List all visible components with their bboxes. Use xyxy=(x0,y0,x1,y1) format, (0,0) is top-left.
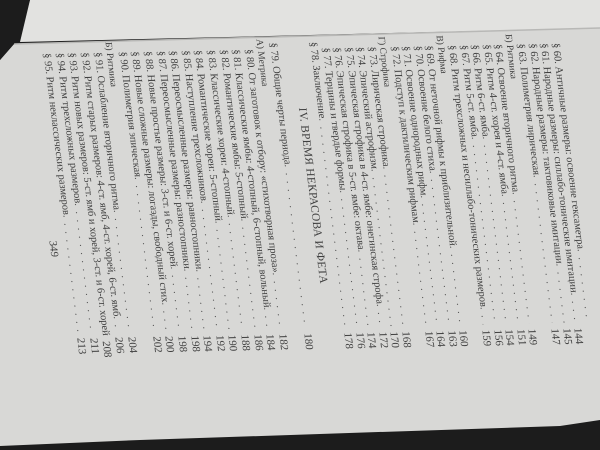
entry-page-number: 198 xyxy=(175,335,190,353)
entry-page-number: 178 xyxy=(341,332,356,349)
entry-page-number: 186 xyxy=(250,334,265,351)
dark-corner xyxy=(0,0,30,60)
entry-page-number: 192 xyxy=(213,334,228,352)
page-number: 349 xyxy=(46,240,61,258)
entry-page-number: 190 xyxy=(225,334,240,352)
entry-page-number: 180 xyxy=(301,333,316,350)
entry-page-number: 182 xyxy=(276,333,291,351)
page-edge-line xyxy=(13,27,600,45)
entry-page-number: 204 xyxy=(124,336,139,354)
dot-leader xyxy=(260,307,275,328)
entry-page-number: 208 xyxy=(100,340,115,358)
entry-page-number: 202 xyxy=(150,336,165,353)
entry-page-number: 198 xyxy=(187,335,202,353)
entry-page-number: 211 xyxy=(87,337,102,355)
entry-page-number: 200 xyxy=(162,335,177,353)
entry-page-number: 188 xyxy=(238,334,253,352)
dot-leader xyxy=(110,316,124,332)
entry-page-number: 194 xyxy=(200,335,215,352)
entry-page-number: 184 xyxy=(263,333,278,351)
entry-page-number: 213 xyxy=(74,337,89,355)
entry-page-number: 206 xyxy=(112,336,127,354)
